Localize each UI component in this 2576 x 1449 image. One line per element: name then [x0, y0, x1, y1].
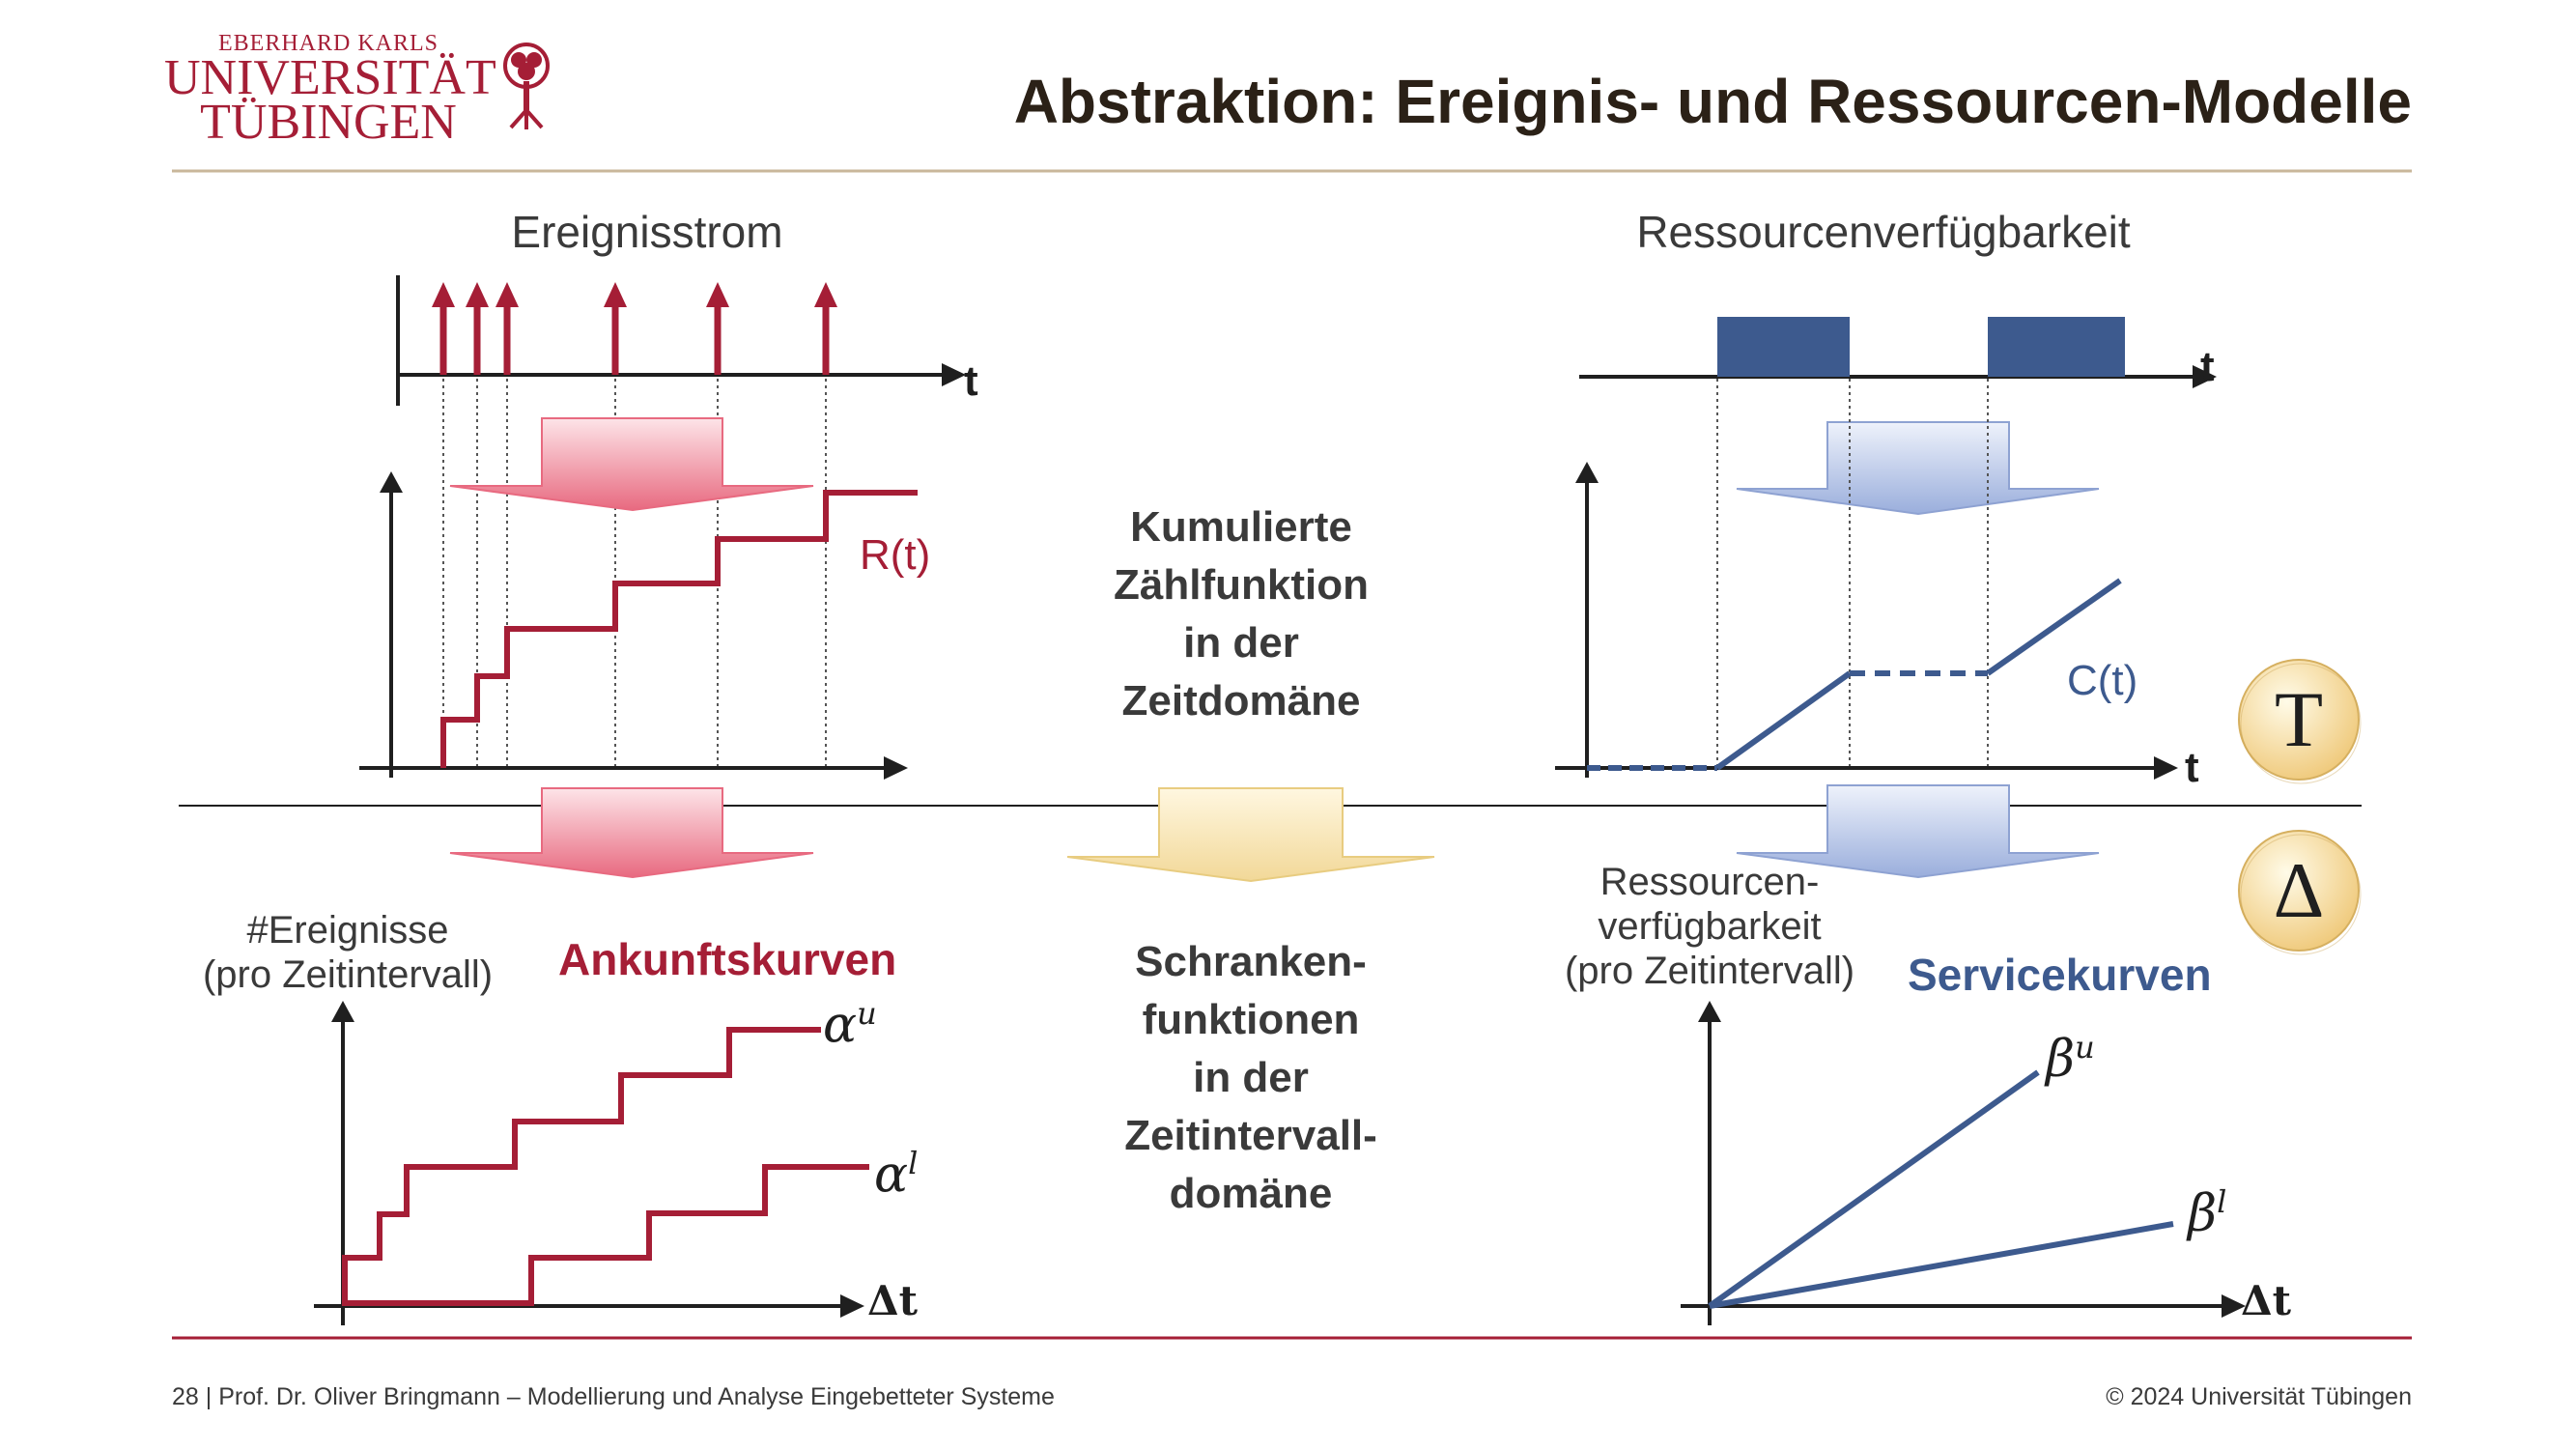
arrow-down-red-1	[449, 417, 814, 512]
time-domain-line1: Kumulierte	[1130, 503, 1352, 551]
resources-y-label-line2: verfügbarkeit	[1598, 905, 1822, 948]
tree-logo-icon	[503, 43, 550, 129]
arrow-down-yellow	[1066, 787, 1435, 883]
resources-y-label: Ressourcen- verfügbarkeit (pro Zeitinter…	[1531, 860, 1888, 993]
arrival-curves-chart	[314, 1001, 869, 1325]
events-y-label: #Ereignisse (pro Zeitintervall)	[174, 908, 522, 997]
alpha-upper-symbol: α	[823, 996, 858, 1055]
alpha-upper-label: αu	[823, 995, 877, 1054]
logo-line1: EBERHARD KARLS	[217, 31, 439, 56]
beta-upper-curve	[1708, 1069, 2040, 1309]
badge-interval-domain	[2238, 830, 2362, 955]
time-domain-description: Kumulierte Zählfunktion in der Zeitdomän…	[1000, 498, 1483, 730]
alpha-lower-symbol: α	[874, 1146, 909, 1205]
service-x-label: Δt	[2241, 1277, 2291, 1324]
arrival-x-label: Δt	[867, 1277, 918, 1324]
c-curve-label: C(t)	[2067, 657, 2138, 704]
resource-t-label: t	[2200, 343, 2215, 390]
beta-lower-curve	[1709, 1221, 2174, 1309]
beta-upper-label: βu	[2046, 1029, 2095, 1088]
time-domain-line2: Zählfunktion	[1114, 561, 1369, 609]
arrow-down-blue-2	[1736, 784, 2100, 879]
service-curves-title: Servicekurven	[1908, 950, 2212, 1000]
resource-block-2	[1988, 317, 2125, 377]
alpha-lower-sup: l	[908, 1145, 919, 1181]
arrow-down-red-2	[449, 787, 814, 879]
time-domain-line4: Zeitdomäne	[1121, 677, 1361, 724]
resource-heading: Ressourcenverfügbarkeit	[1636, 207, 2131, 257]
badge-time-domain	[2238, 659, 2362, 784]
resource-availability-chart	[1579, 317, 2217, 768]
beta-upper-symbol: β	[2046, 1030, 2076, 1089]
events-y-label-line1: #Ereignisse	[246, 909, 449, 952]
r-curve-label: R(t)	[860, 531, 931, 579]
resource-block-1	[1717, 317, 1850, 377]
interval-domain-line2: funktionen	[1142, 996, 1360, 1043]
interval-domain-line4: Zeitintervall-	[1124, 1112, 1377, 1159]
footer-right: © 2024 Universität Tübingen	[2106, 1383, 2412, 1410]
interval-domain-line1: Schranken-	[1135, 938, 1367, 985]
alpha-lower-label: αl	[874, 1145, 918, 1204]
alpha-upper-sup: u	[857, 995, 877, 1032]
beta-lower-symbol: β	[2188, 1184, 2218, 1243]
logo-line2: UNIVERSITÄT	[164, 50, 496, 105]
alpha-upper-curve	[342, 1027, 821, 1306]
resource-t-label-lower: t	[2185, 744, 2199, 791]
resources-y-label-line1: Ressourcen-	[1599, 861, 1820, 903]
arrival-curves-title: Ankunftskurven	[558, 934, 897, 984]
interval-domain-description: Schranken- funktionen in der Zeitinterva…	[1000, 933, 1502, 1223]
logo-line3: TÜBINGEN	[200, 95, 457, 150]
cumulative-event-chart	[359, 471, 918, 780]
interval-domain-line5: domäne	[1169, 1170, 1333, 1217]
r-curve	[440, 490, 918, 768]
event-stream-heading: Ereignisstrom	[511, 207, 783, 257]
footer-left: 28 | Prof. Dr. Oliver Bringmann – Modell…	[172, 1383, 1055, 1410]
badge-time-label: T	[2274, 675, 2324, 763]
resources-y-label-line3: (pro Zeitintervall)	[1564, 950, 1855, 992]
events-y-label-line2: (pro Zeitintervall)	[202, 953, 494, 996]
badge-interval-label: Δ	[2273, 846, 2325, 934]
interval-domain-line3: in der	[1193, 1054, 1309, 1101]
event-t-label: t	[964, 357, 978, 405]
beta-upper-sup: u	[2075, 1029, 2095, 1065]
cumulative-resource-chart	[1555, 462, 2178, 780]
arrow-down-blue-1	[1736, 421, 2100, 516]
service-curves-chart	[1681, 1001, 2246, 1325]
beta-lower-sup: l	[2217, 1183, 2227, 1220]
event-arrows	[432, 282, 837, 375]
alpha-lower-curve	[345, 1164, 869, 1306]
time-domain-line3: in der	[1183, 619, 1299, 667]
page-title: Abstraktion: Ereignis- und Ressourcen-Mo…	[1013, 67, 2412, 136]
beta-lower-label: βl	[2188, 1183, 2226, 1242]
event-stream-chart	[396, 275, 966, 768]
